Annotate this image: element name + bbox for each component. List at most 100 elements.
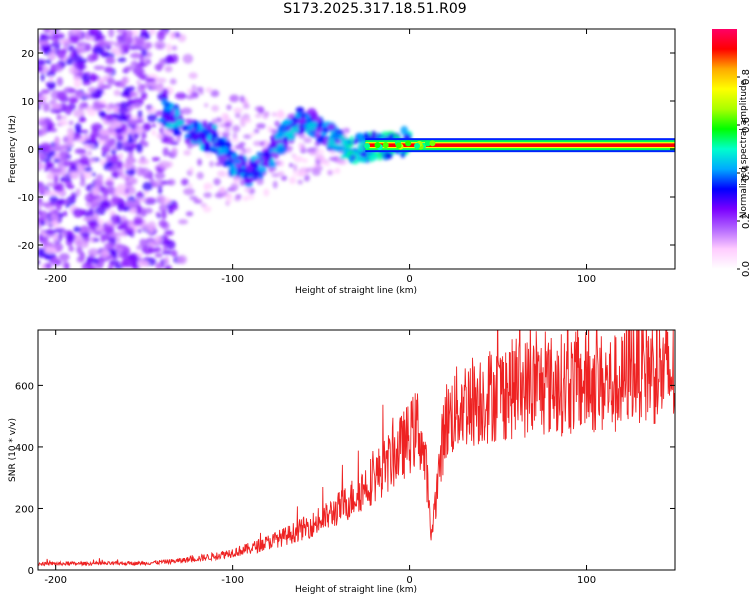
scatter-blob <box>224 127 231 132</box>
noise-blob <box>162 88 169 97</box>
noise-blob <box>91 257 100 265</box>
scatter-blob <box>226 104 232 111</box>
noise-blob <box>42 123 47 132</box>
chirp-blob <box>251 169 261 178</box>
noise-blob <box>171 147 178 157</box>
chirp-blob <box>217 154 228 163</box>
noise-blob <box>156 31 166 41</box>
noise-blob <box>53 29 60 32</box>
noise-blob <box>116 135 125 141</box>
noise-blob <box>105 56 116 65</box>
noise-blob <box>68 120 74 126</box>
noise-blob <box>68 245 75 252</box>
scatter-blob <box>209 160 214 168</box>
noise-blob <box>151 157 161 162</box>
chirp-blob <box>222 146 229 155</box>
noise-blob <box>142 181 153 192</box>
noise-blob <box>126 112 132 119</box>
noise-blob <box>148 29 156 36</box>
noise-blob <box>78 104 85 111</box>
scatter-blob <box>274 120 281 127</box>
noise-blob <box>55 63 62 69</box>
noise-blob <box>51 47 57 52</box>
noise-blob <box>57 198 65 205</box>
scatter-blob <box>324 161 331 167</box>
scatter-blob <box>243 134 252 139</box>
noise-blob <box>80 232 91 237</box>
noise-blob <box>113 89 121 97</box>
noise-blob <box>84 31 90 40</box>
noise-blob <box>142 41 153 50</box>
noise-blob <box>171 250 178 258</box>
noise-blob <box>166 43 172 53</box>
scatter-blob <box>230 183 239 191</box>
noise-blob <box>137 110 143 119</box>
chirp-blob <box>344 137 351 147</box>
scatter-blob <box>233 107 243 114</box>
noise-blob <box>58 232 63 242</box>
scatter-blob <box>196 171 204 180</box>
scatter-blob <box>254 106 265 112</box>
noise-blob <box>135 72 145 78</box>
noise-blob <box>73 78 82 88</box>
noise-blob <box>106 77 116 86</box>
noise-blob <box>64 230 73 235</box>
noise-blob <box>74 148 87 155</box>
noise-blob <box>79 180 86 187</box>
noise-blob <box>38 260 41 265</box>
noise-blob <box>181 178 189 186</box>
noise-blob <box>129 91 139 98</box>
noise-blob <box>56 113 62 121</box>
noise-blob <box>150 183 158 188</box>
spectrogram-x-tick-label: 100 <box>577 274 596 285</box>
scatter-blob <box>239 95 245 103</box>
noise-blob <box>54 109 61 114</box>
scatter-blob <box>272 180 278 189</box>
chirp-blob <box>360 152 367 158</box>
noise-blob <box>58 253 70 262</box>
noise-blob <box>93 237 100 242</box>
chirp-blob <box>185 118 191 124</box>
noise-blob <box>136 228 142 233</box>
band-node <box>424 140 431 147</box>
chirp-blob <box>276 145 286 155</box>
scatter-blob <box>203 192 212 199</box>
chirp-blob <box>223 159 234 167</box>
scatter-blob <box>263 188 270 197</box>
noise-blob <box>91 185 101 196</box>
chirp-blob <box>357 157 368 162</box>
noise-blob <box>53 175 59 185</box>
noise-blob <box>61 228 67 238</box>
scatter-blob <box>185 211 194 217</box>
noise-blob <box>140 131 147 140</box>
noise-blob <box>42 238 49 247</box>
noise-blob <box>87 150 92 157</box>
noise-blob <box>84 43 92 52</box>
noise-blob <box>87 248 100 257</box>
noise-blob <box>102 190 110 196</box>
noise-blob <box>56 182 65 193</box>
spectrogram-y-tick-label: 10 <box>21 97 34 108</box>
scatter-blob <box>304 174 310 182</box>
noise-blob <box>129 252 139 262</box>
chirp-blob <box>254 158 262 164</box>
noise-blob <box>39 210 48 221</box>
snr-x-tick-label: -100 <box>221 575 244 586</box>
noise-blob <box>39 142 52 152</box>
noise-blob <box>135 191 145 200</box>
noise-blob <box>64 262 70 269</box>
noise-blob <box>151 129 157 136</box>
colorbar-scale <box>712 29 737 269</box>
colorbar: 0.0 0.2 0.4 0.6 0.8 Normalized spectral ampl… <box>712 29 750 277</box>
snr-y-tick-label: 600 <box>15 381 34 392</box>
noise-blob <box>81 80 92 86</box>
noise-blob <box>100 51 110 58</box>
chirp-blob <box>237 167 243 174</box>
noise-blob <box>38 45 42 51</box>
noise-blob <box>177 254 188 265</box>
chirp-blob <box>314 133 321 138</box>
noise-blob <box>72 75 81 81</box>
scatter-blob <box>203 182 214 190</box>
spectrogram-heat-layer <box>38 29 675 269</box>
